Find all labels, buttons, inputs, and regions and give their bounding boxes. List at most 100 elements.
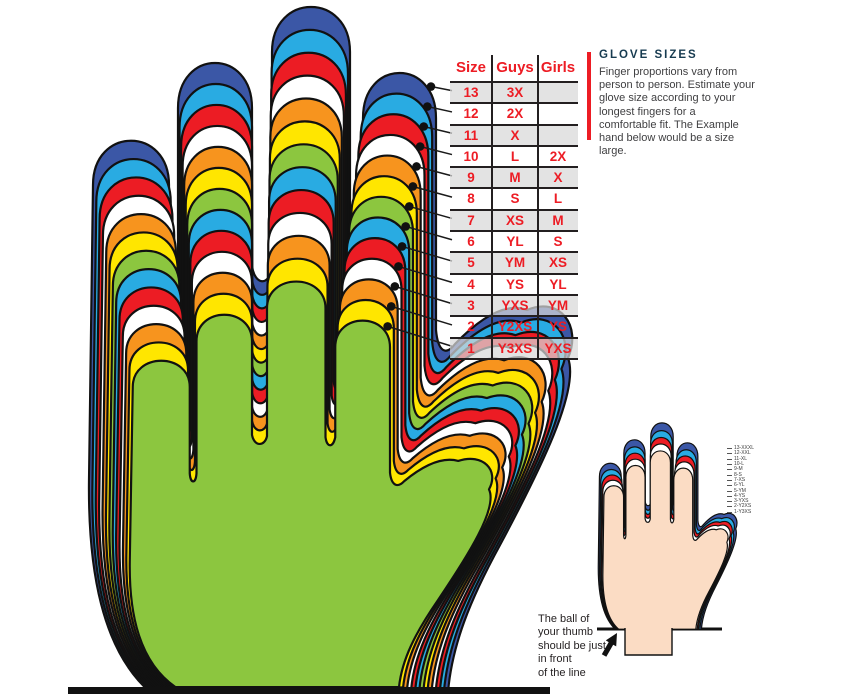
example-hand-layers [598, 423, 737, 630]
label-tick [727, 501, 732, 503]
leader-line [398, 265, 453, 284]
girls-cell: XS [548, 255, 567, 271]
label-text: 11-XL [734, 455, 747, 462]
table-row-size-9: 9 M X [450, 166, 578, 188]
label-text: 1-Y3XS [734, 508, 752, 515]
column-header-girls: Girls [540, 59, 576, 76]
guys-cell: YL [506, 234, 524, 250]
table-row-size-4: 4 YS YL [450, 272, 578, 294]
guys-cell: Y2XS [497, 319, 533, 335]
guys-cell: 2X [506, 106, 524, 122]
guys-cell: M [509, 170, 521, 186]
label-text: 13-XXXL [734, 445, 755, 452]
red-accent-bar [587, 52, 591, 140]
table-row-size-10: 10 L 2X [450, 144, 578, 166]
label-tick [727, 448, 732, 450]
guys-cell: XS [505, 212, 524, 228]
table-row-size-6: 6 YL S [450, 230, 578, 251]
size-cell: 7 [467, 212, 475, 228]
table-row-size-7: 7 XS M [450, 208, 578, 231]
guys-cell: YXS [501, 297, 529, 313]
leader-dot [426, 82, 436, 91]
label-tick [727, 469, 732, 471]
size-cell: 5 [467, 255, 475, 271]
label-tick [727, 453, 732, 455]
size-cell: 10 [463, 148, 479, 164]
size-cell: 3 [467, 297, 475, 313]
guys-cell: L [510, 148, 520, 164]
table-column-divider [491, 55, 493, 358]
label-text: 4-YS [734, 492, 746, 499]
table-column-divider [537, 55, 539, 358]
label-text: 8-S [734, 471, 742, 478]
wrist-stub [625, 624, 672, 655]
example-size-label: 2-Y2XS [727, 504, 754, 509]
leader-line [409, 205, 453, 220]
leader-dot [408, 182, 418, 191]
leader-dot [404, 202, 414, 211]
leader-dot [390, 282, 400, 291]
guys-cell: S [510, 191, 520, 207]
size-cell: 12 [463, 106, 479, 122]
label-text: 2-Y2XS [734, 503, 752, 510]
example-size-label: 5-YM [727, 488, 754, 493]
girls-cell [538, 83, 578, 102]
leader-dot [401, 222, 410, 231]
girls-cell: M [552, 212, 564, 228]
table-row-size-11: 11 X [450, 123, 578, 145]
girls-cell [538, 104, 578, 123]
table-rows: 13 3X 12 2X 11 X 10 L 2X 9 M X 8 S L 7 XS M 6 YL S 5 YM XS 4 YS YL… [450, 81, 578, 360]
leader-dot [419, 122, 429, 131]
leader-line [387, 325, 453, 347]
hand-base-line [68, 687, 550, 694]
column-header-guys: Guys [496, 59, 534, 76]
size-cell: 2 [467, 319, 475, 335]
guys-cell: 3X [506, 85, 524, 100]
leader-dot [383, 322, 392, 331]
example-size-label: 11-XL [727, 455, 754, 462]
leader-line [401, 245, 453, 262]
thumb-note-line: The ball of [538, 613, 590, 625]
label-text: 9-M [734, 466, 743, 473]
label-tick [727, 458, 732, 460]
label-tick [727, 490, 732, 492]
girls-cell: YS [548, 319, 567, 335]
table-row-size-3: 3 YXS YM [450, 293, 578, 316]
label-text: 7-XS [734, 476, 746, 483]
leader-line [416, 165, 453, 177]
girls-cell: YXS [544, 340, 572, 356]
example-hand-size-labels: 13-XXXL 12-XXL 11-XL 10-L 9-M 8-S 7-XS 6-YL 5-YM… [727, 446, 754, 515]
girls-cell [538, 126, 578, 145]
leader-lines [383, 82, 453, 347]
leader-dot [423, 102, 432, 111]
thumb-note-line: of the line [538, 666, 586, 679]
glove-outline-size-1 [130, 282, 493, 688]
leader-line [391, 305, 453, 326]
size-cell: 11 [463, 127, 479, 143]
leader-dot [397, 242, 407, 251]
example-size-label: 13-XXXL [727, 446, 754, 451]
example-size-label: 1-Y3XS [727, 508, 754, 515]
label-tick [727, 485, 732, 487]
label-tick [727, 511, 732, 513]
leader-dot [386, 302, 396, 311]
guys-cell: X [510, 127, 520, 143]
size-cell: 6 [467, 234, 475, 250]
size-cell: 13 [463, 85, 479, 100]
thumb-note-line: should be just [538, 639, 606, 652]
table-header: Size Guys Girls [450, 55, 578, 81]
girls-cell: YM [547, 297, 569, 313]
size-cell: 4 [467, 276, 475, 292]
example-size-label: 8-S [727, 472, 754, 477]
thumb-note-line: your thumb [538, 626, 594, 639]
leader-line [412, 185, 453, 198]
wrist-stub-outline [624, 628, 673, 656]
up-right-arrow-icon [601, 633, 617, 657]
info-title: GLOVE SIZES [599, 49, 698, 61]
example-size-label: 7-XS [727, 476, 754, 483]
table-row-size-1: 1 Y3XS YXS [450, 336, 578, 358]
leader-line [405, 225, 453, 241]
glove-layers [89, 7, 572, 692]
thumb-note: The ball of your thumb should be just in fr… [538, 613, 628, 680]
leader-dot [415, 142, 425, 151]
